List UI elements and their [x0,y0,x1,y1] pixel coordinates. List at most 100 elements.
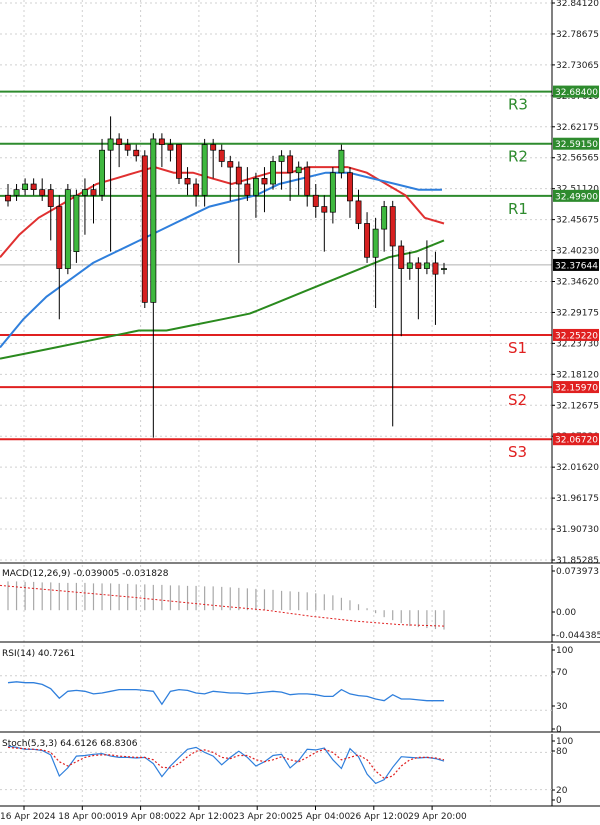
candle-body-down [415,262,422,269]
level-price-box [553,137,599,150]
stoch-k-line [7,745,445,785]
rsi-panel: RSI(14) 40.7261 100 70 30 0 [0,646,573,735]
candle [227,155,234,201]
candle [406,251,413,280]
time-tick-label: 25 Apr 04:00 [292,812,351,822]
level-price-label: 32.25220 [555,331,598,341]
candle-body-down [261,178,268,185]
candle [338,144,345,179]
price-tick-label: 32.18120 [556,370,599,380]
candle [389,200,396,427]
level-name-s3: S3 [508,443,527,461]
rsi-axis-label: 70 [556,668,568,678]
support-resistance-levels: R3 R2 R1 S1 S2 S3 [0,90,552,461]
candle-body-up [295,166,302,174]
candle [141,150,148,309]
candle [124,138,131,156]
candle [99,138,105,201]
candle [158,133,165,168]
rsi-axis-label: 0 [556,725,562,735]
grid [0,0,552,806]
candle-body-down [432,262,439,275]
macd-axis-label: 0.073973 [556,567,599,577]
candle-body-up [201,144,208,196]
candle [73,189,80,263]
candle [81,178,88,235]
price-tick-label: 32.84120 [556,0,599,9]
candle [415,257,422,320]
time-tick-label: 26 Apr 12:00 [350,812,409,822]
candle [56,195,63,320]
candle-body-up [381,206,388,230]
level-name-r1: R1 [508,200,528,218]
candle [235,161,242,263]
current-price-label: 32.37644 [555,261,598,271]
candle-body-up [150,138,157,303]
stoch-label: Stoch(5,3,3) 64.6126 68.8306 [2,739,138,749]
level-price-box [553,381,599,394]
candle-body-down [312,194,319,207]
price-tick-label: 31.96175 [556,494,599,504]
price-tick-label: 31.90730 [556,525,599,535]
level-price-box [553,85,599,98]
price-tick-label: 32.29175 [556,308,599,318]
candle [441,262,447,275]
candle-body-down [218,149,225,162]
level-name-r2: R2 [508,148,528,166]
level-price-label: 32.15970 [555,384,598,394]
price-tick-label: 32.62175 [556,123,599,133]
level-name-r3: R3 [508,96,528,114]
candle [287,150,294,201]
time-axis: 16 Apr 2024 18 Apr 00:00 19 Apr 08:00 22 Ap… [0,806,467,822]
candle [244,167,251,201]
candle [312,184,319,218]
price-tick-label: 31.85285 [556,556,599,566]
candlesticks [5,116,447,438]
macd-panel: MACD(12,26,9) -0.039005 -0.031828 0.0739… [0,567,600,641]
level-name-s2: S2 [508,391,527,409]
candle [423,240,430,275]
level-price-label: 32.59150 [555,140,598,150]
candle-body-up [13,189,20,196]
macd-label: MACD(12,26,9) -0.039005 -0.031828 [2,569,169,579]
level-price-label: 32.49900 [555,192,598,202]
candle [47,184,54,241]
price-axis: 32.8412032.7867532.7306532.6761032.62175… [0,0,600,807]
candle-body-down [244,183,251,196]
candle [270,155,276,190]
price-tick-label: 32.56565 [556,154,599,164]
candle-body-up [372,228,379,258]
candle-body-up [406,262,413,269]
price-tick-label: 32.78675 [556,30,599,40]
candle-body-down [355,200,362,224]
candle [210,138,217,179]
candle [107,116,114,252]
rsi-axis-label: 30 [556,702,568,712]
candle-body-down [287,155,294,174]
price-tick-label: 32.01620 [556,463,599,473]
candle-body-up [22,183,29,191]
candle [321,195,328,252]
candle [150,133,157,438]
candle [218,144,225,168]
macd-axis-label: -0.044385 [556,631,600,641]
level-price-label: 32.68400 [555,88,598,98]
candle [252,172,259,218]
candle-body-down [5,194,11,202]
candle [176,144,182,185]
candle-body-down [90,189,97,196]
stoch-axis-label: 0 [556,796,562,806]
candle-body-up [64,189,71,269]
price-tick-label: 32.34620 [556,278,599,288]
candle-body-down [227,161,234,168]
candle [184,167,191,196]
candle-body-down [235,166,242,185]
candle [193,178,200,207]
macd-axis-label: 0.00 [556,608,576,618]
candle [30,178,37,196]
candle-body-up [81,189,88,196]
price-tick-label: 32.73065 [556,61,599,71]
rsi-label: RSI(14) 40.7261 [2,649,75,659]
